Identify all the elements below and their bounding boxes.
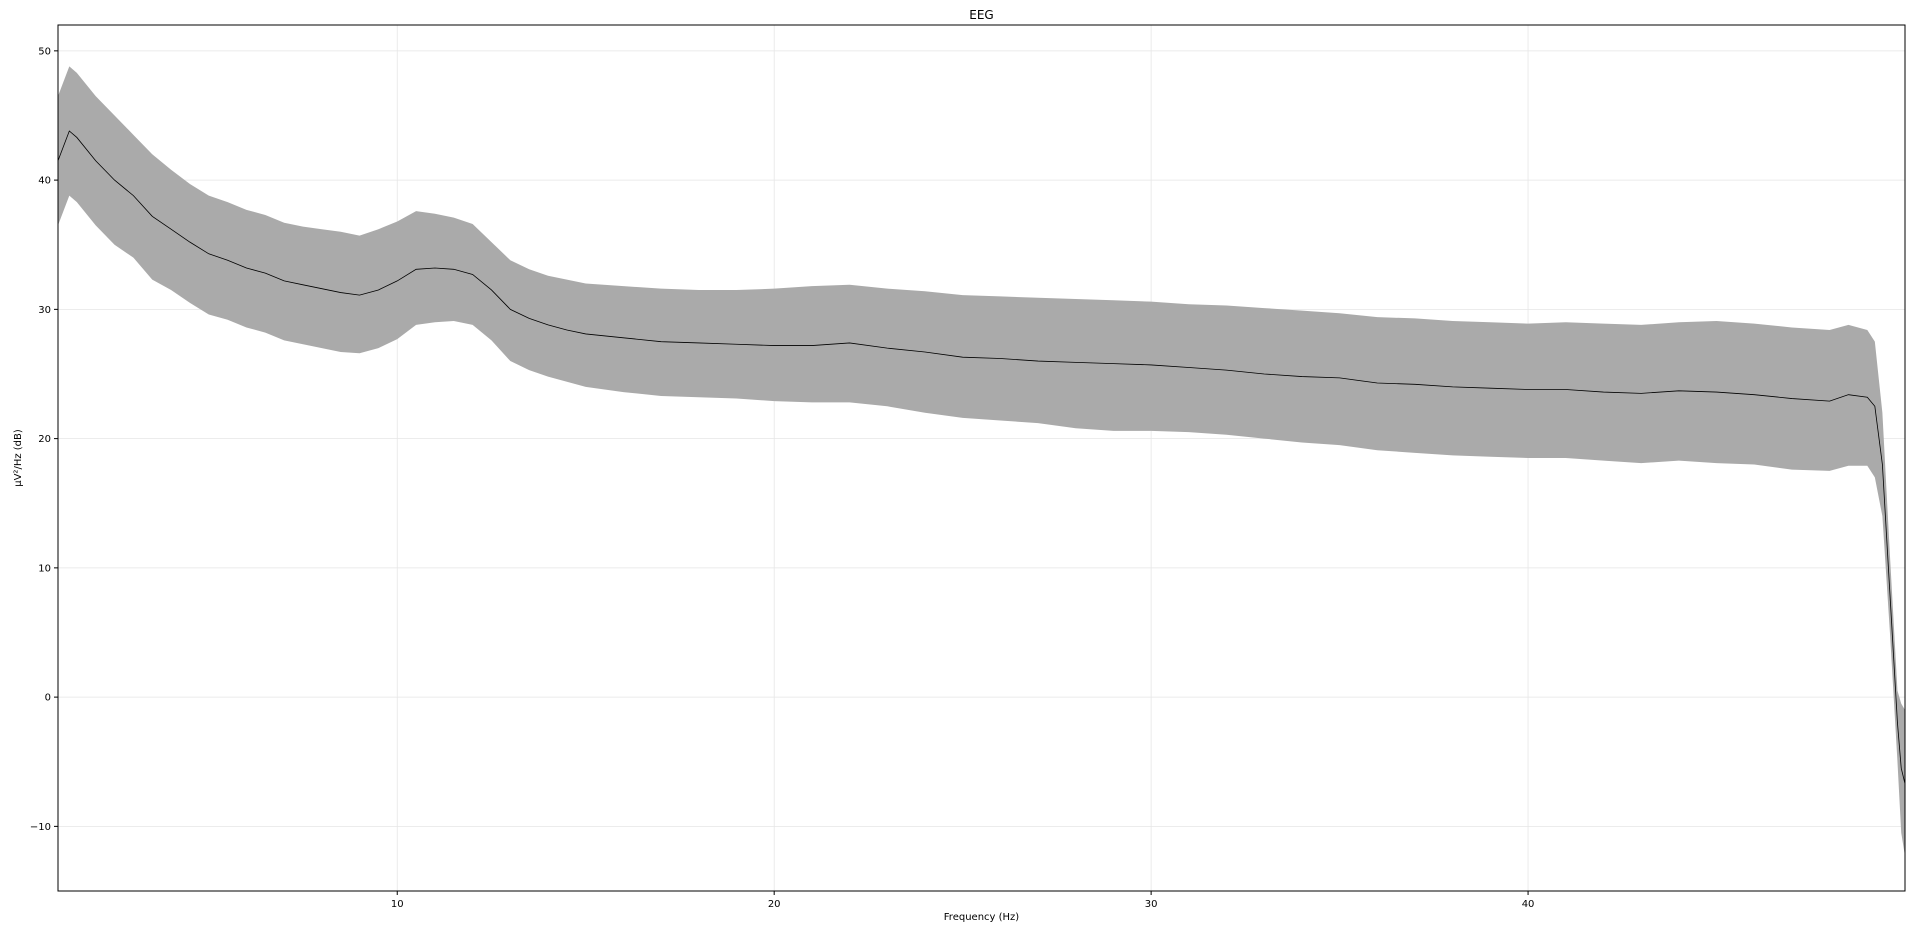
- y-tick-label: 50: [38, 46, 51, 57]
- chart-title: EEG: [969, 8, 993, 22]
- x-tick-label: 30: [1145, 899, 1158, 910]
- y-tick-label: 30: [38, 305, 51, 316]
- line-layer: [57, 130, 1906, 784]
- y-tick-label: 40: [38, 176, 51, 187]
- y-axis-label: µV²/Hz (dB): [13, 429, 24, 487]
- y-tick-label: −10: [30, 822, 51, 833]
- y-tick-label: 0: [45, 693, 51, 704]
- x-tick-label: 20: [768, 899, 781, 910]
- x-axis-label: Frequency (Hz): [944, 912, 1020, 923]
- axes-frame: [57, 24, 1906, 892]
- y-tick-layer: 50 40 30 20 10 0 −10: [30, 46, 58, 833]
- y-tick-label: 20: [38, 434, 51, 445]
- x-tick-label: 40: [1522, 899, 1535, 910]
- x-tick-label: 10: [391, 899, 404, 910]
- x-tick-layer: 10 20 30 40: [391, 891, 1535, 910]
- y-tick-label: 10: [38, 563, 51, 574]
- mean-psd-line: [57, 130, 1906, 784]
